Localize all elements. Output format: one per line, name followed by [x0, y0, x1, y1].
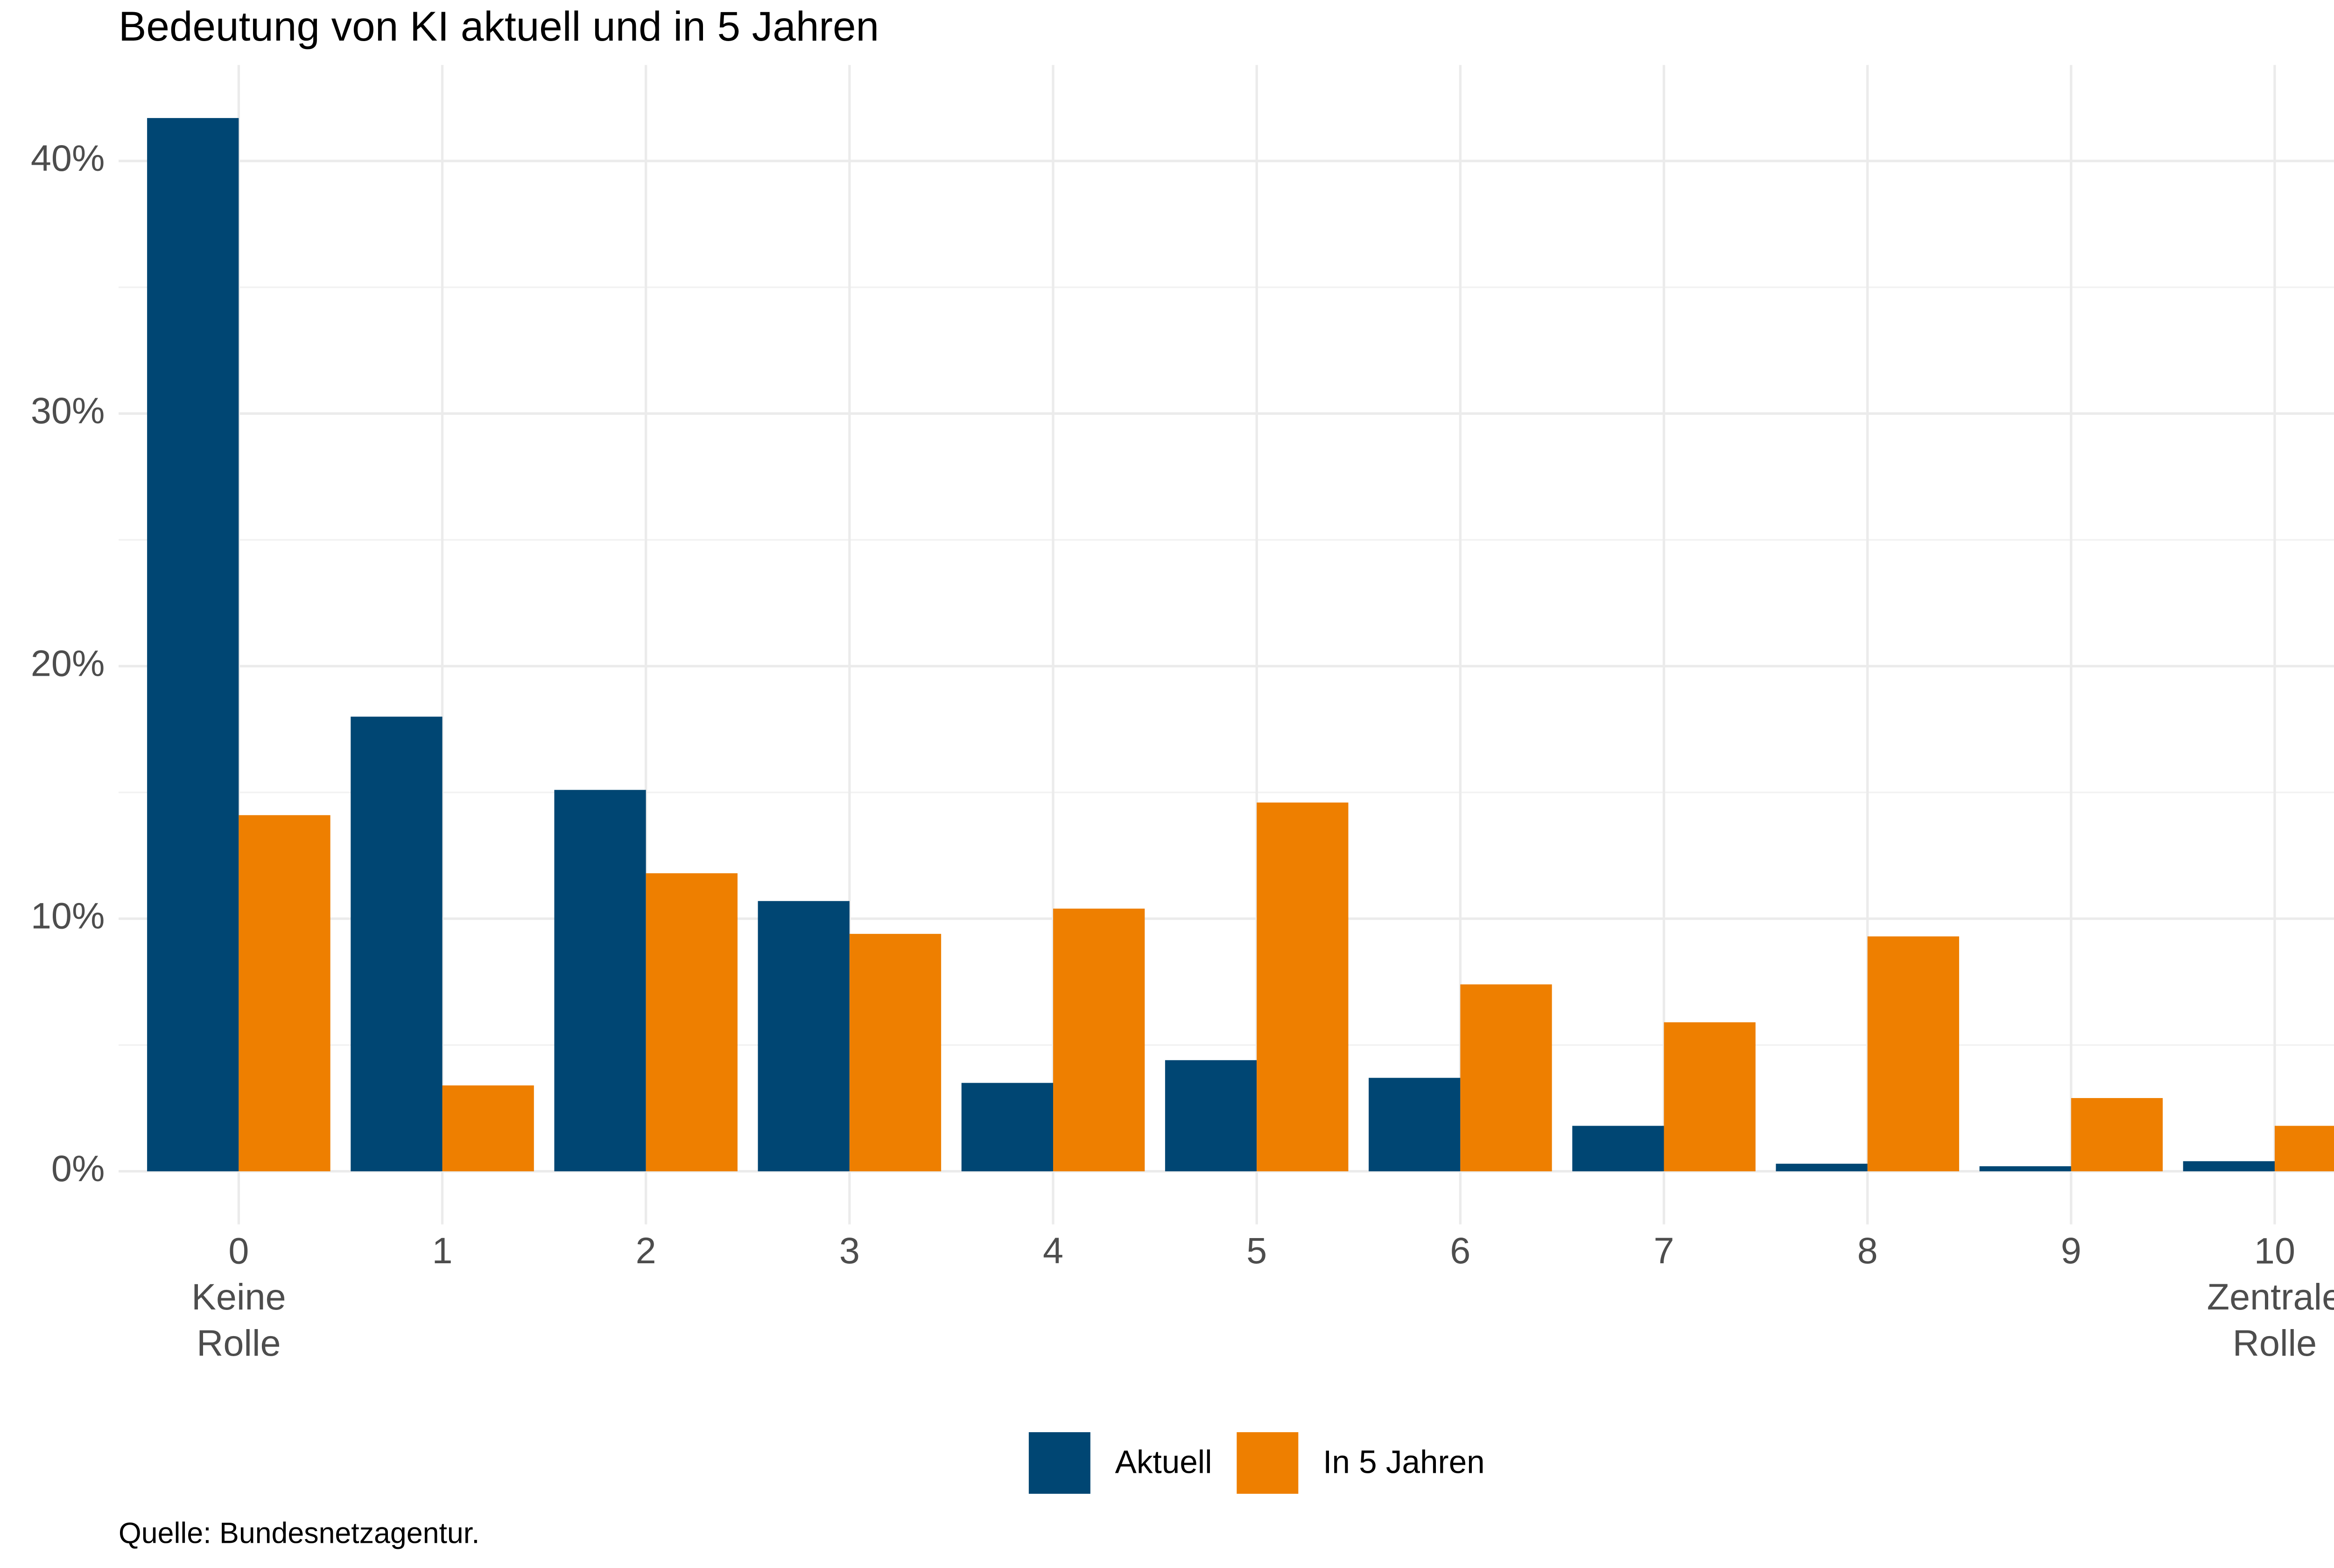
bar: [961, 1083, 1054, 1171]
y-tick-label: 0%: [51, 1148, 105, 1189]
bar: [1572, 1126, 1664, 1171]
x-tick-label: 4: [1043, 1230, 1063, 1271]
y-tick-label: 10%: [31, 895, 105, 937]
bar: [1053, 909, 1145, 1171]
y-tick-label: 20%: [31, 642, 105, 684]
x-tick-label: 9: [2061, 1230, 2081, 1271]
legend-label: In 5 Jahren: [1323, 1444, 1485, 1480]
x-tick-label: 3: [839, 1230, 860, 1271]
bar: [1369, 1078, 1461, 1171]
bar: [1776, 1163, 1868, 1171]
bar: [1460, 984, 1552, 1171]
x-tick-label: 10 Zentrale Rolle: [2207, 1230, 2334, 1364]
bar: [147, 118, 239, 1171]
bar: [849, 934, 942, 1171]
legend-swatch: [1237, 1432, 1299, 1494]
bar: [554, 790, 646, 1171]
legend-swatch: [1028, 1432, 1090, 1494]
legend-label: Aktuell: [1115, 1444, 1212, 1480]
x-tick-label: 8: [1857, 1230, 1878, 1271]
bar: [1664, 1022, 1756, 1171]
x-tick-label: 2: [636, 1230, 656, 1271]
x-tick-label: 1: [432, 1230, 453, 1271]
bar: [1979, 1166, 2071, 1171]
bar: [1867, 936, 1959, 1171]
bar: [1257, 802, 1349, 1171]
bar: [2274, 1126, 2334, 1171]
bar: [2071, 1098, 2163, 1171]
bar: [758, 901, 850, 1171]
bar: [646, 873, 738, 1171]
chart-title: Bedeutung von KI aktuell und in 5 Jahren: [119, 3, 879, 49]
y-tick-label: 30%: [31, 390, 105, 431]
bar: [2183, 1161, 2275, 1171]
x-tick-label: 6: [1450, 1230, 1470, 1271]
bar: [239, 815, 330, 1171]
bar: [442, 1085, 534, 1171]
caption: Quelle: Bundesnetzagentur.: [119, 1517, 480, 1550]
x-tick-label: 5: [1246, 1230, 1267, 1271]
x-tick-label: 7: [1653, 1230, 1674, 1271]
bar: [1165, 1060, 1257, 1171]
y-tick-label: 40%: [31, 137, 105, 179]
x-tick-label: 0 Keine Rolle: [191, 1230, 286, 1364]
bar: [351, 716, 443, 1171]
